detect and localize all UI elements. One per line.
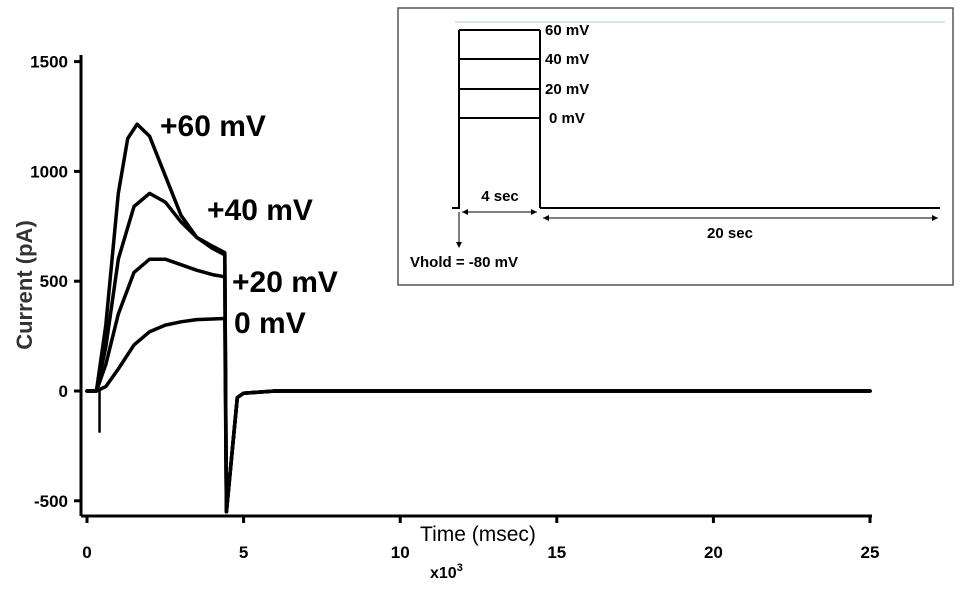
- inset-20sec-arrowhead-left: [543, 215, 549, 221]
- x-tick-label: 15: [547, 543, 566, 562]
- series-group: [85, 122, 872, 514]
- y-tick-label: 1000: [30, 162, 68, 181]
- series-line-2: [85, 257, 872, 514]
- series-label-0mv: 0 mV: [234, 307, 306, 340]
- inset-label-40: 40 mV: [545, 51, 589, 68]
- inset-label-0: 0 mV: [549, 110, 585, 127]
- series-label-60mv: +60 mV: [160, 110, 266, 143]
- x-ticks: 0 5 10 15 20 25: [82, 516, 879, 562]
- y-axis-label: Current (pA): [12, 220, 37, 350]
- x-multiplier-exp: 3: [457, 562, 463, 574]
- x-tick-label: 0: [82, 543, 91, 562]
- y-tick-label: 1500: [30, 53, 68, 72]
- series-line-3: [85, 316, 872, 514]
- inset-label-20: 20 mV: [545, 81, 589, 98]
- y-tick-label: 0: [59, 382, 68, 401]
- protocol-inset: 60 mV 40 mV 20 mV 0 mV 4 sec 20 sec Vhol…: [397, 7, 954, 286]
- inset-frame: [397, 7, 954, 286]
- x-tick-label: 5: [239, 543, 248, 562]
- x-tick-label: 25: [861, 543, 880, 562]
- x-tick-label: 20: [704, 543, 723, 562]
- x-tick-label: 10: [391, 543, 410, 562]
- inset-20sec-arrowhead-right: [932, 215, 938, 221]
- inset-4sec-arrowhead-right: [531, 209, 537, 215]
- inset-label-60: 60 mV: [545, 22, 589, 39]
- inset-4sec-label: 4 sec: [481, 188, 519, 205]
- inset-4sec-arrowhead-left: [462, 209, 468, 215]
- series-label-40mv: +40 mV: [207, 194, 313, 227]
- inset-vhold-arrowhead: [456, 242, 462, 248]
- x-axis-multiplier: x103: [430, 562, 463, 582]
- y-tick-label: 500: [40, 272, 68, 291]
- inset-20sec-label: 20 sec: [707, 225, 753, 242]
- y-ticks: 1500 1000 500 0 -500: [30, 53, 81, 511]
- y-tick-label: -500: [34, 492, 68, 511]
- series-label-20mv: +20 mV: [232, 266, 338, 299]
- inset-vhold-label: Vhold = -80 mV: [410, 254, 518, 271]
- x-axis-label: Time (msec): [420, 523, 536, 546]
- x-multiplier-base: x10: [430, 565, 457, 582]
